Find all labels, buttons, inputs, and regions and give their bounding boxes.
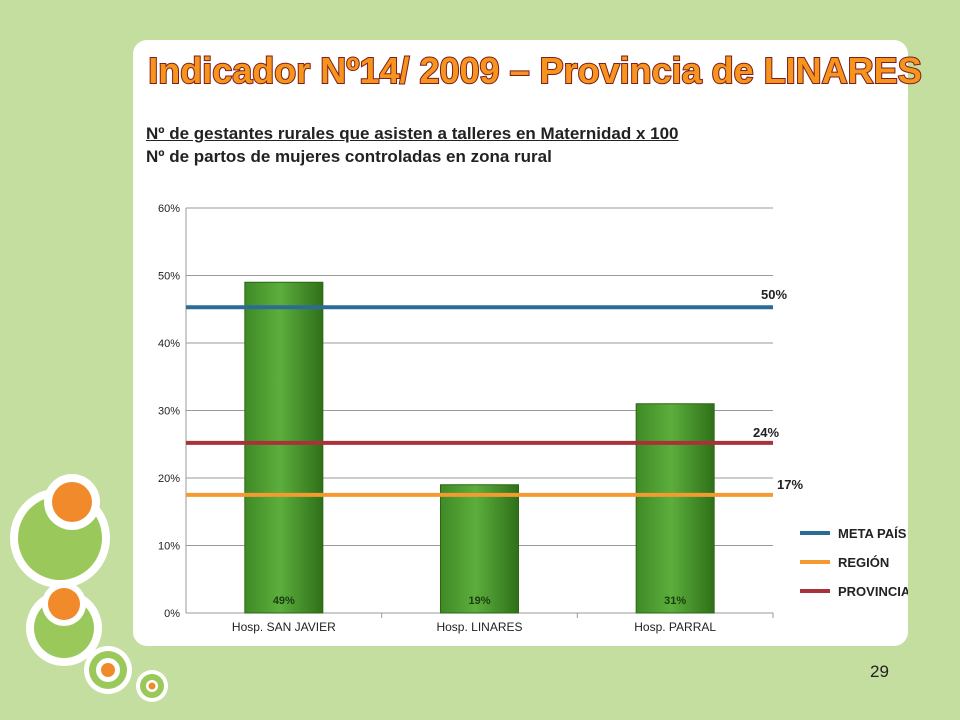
bar-1 [244, 281, 324, 614]
y-tick-label: 10% [158, 541, 180, 553]
legend-label: PROVINCIA [838, 584, 908, 599]
x-tick-label: Hosp. PARRAL [634, 620, 716, 634]
bar-3 [635, 403, 715, 614]
reference-line-label: 24% [753, 425, 779, 440]
slide-number: 29 [870, 662, 889, 681]
legend-label: REGIÓN [838, 555, 889, 570]
bar-chart: 0% 10% 20% 30% 40% 50% 60% 49% Hosp. SAN JAVIER 1… [158, 203, 908, 634]
x-tick-label: Hosp. LINARES [436, 620, 522, 634]
bar-value-label: 31% [664, 595, 686, 607]
x-tick-label: Hosp. SAN JAVIER [232, 620, 336, 634]
reference-line-label: 17% [777, 477, 803, 492]
y-tick-label: 50% [158, 271, 180, 283]
y-tick-label: 0% [164, 608, 180, 620]
formula-numerator: Nº de gestantes rurales que asisten a ta… [146, 124, 679, 143]
y-tick-label: 40% [158, 338, 180, 350]
bar-2 [440, 484, 519, 614]
y-tick-label: 30% [158, 406, 180, 418]
y-tick-label: 20% [158, 473, 180, 485]
y-tick-label: 60% [158, 203, 180, 215]
slide-title: Indicador Nº14/ 2009 – Provincia de LINA… [147, 49, 922, 92]
formula-denominator: Nº de partos de mujeres controladas en z… [146, 147, 552, 166]
legend-label: META PAÍS [838, 526, 907, 541]
reference-line-label: 50% [761, 287, 787, 302]
decorative-circles [10, 474, 168, 702]
bar-value-label: 49% [273, 595, 295, 607]
bar-value-label: 19% [468, 595, 490, 607]
slide-title-text: Indicador Nº14/ 2009 – Provincia de LINA… [148, 50, 921, 91]
